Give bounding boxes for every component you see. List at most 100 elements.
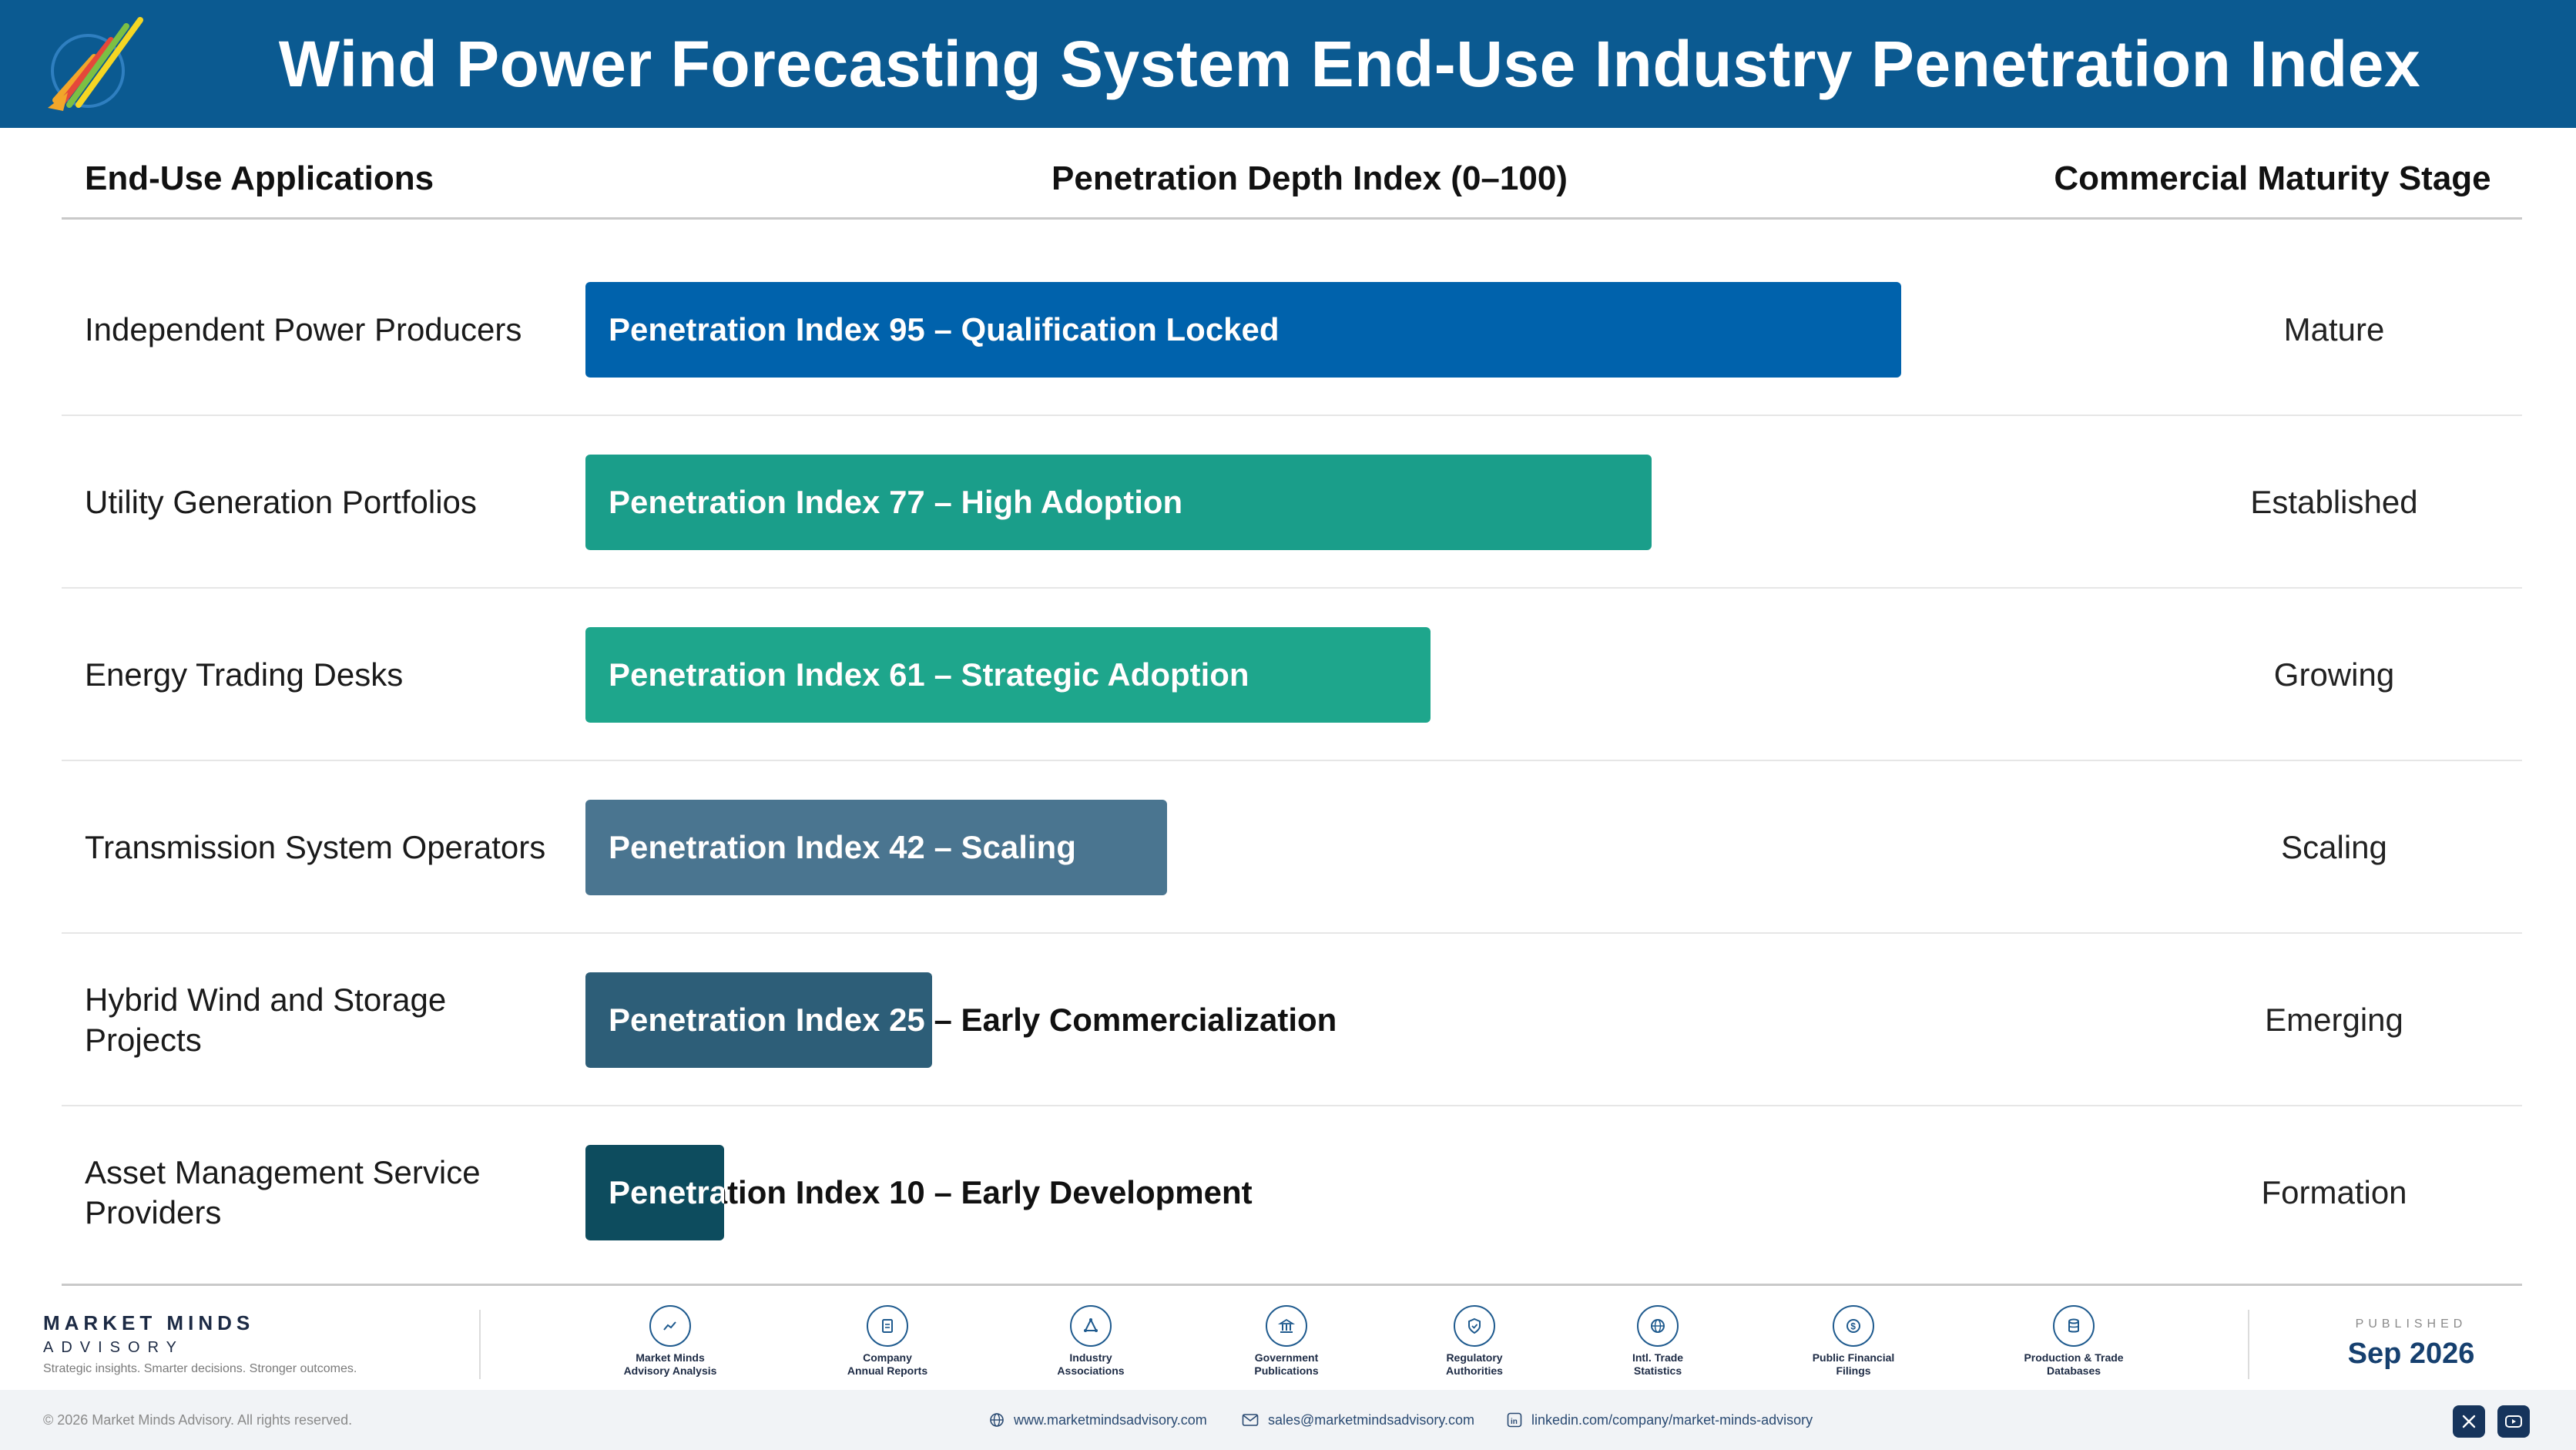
header-banner: Wind Power Forecasting System End-Use In… (0, 0, 2576, 128)
source-label-line1: Market Minds (636, 1351, 705, 1364)
category-label: Asset Management Service Providers (85, 1154, 481, 1230)
source-label: Production & Trade Databases (1997, 1351, 2151, 1378)
page-title: Wind Power Forecasting System End-Use In… (278, 28, 2421, 100)
source-label-line2: Advisory Analysis (623, 1364, 717, 1377)
row-divider (62, 760, 2522, 761)
chart-bottom-divider (62, 1284, 2522, 1286)
document-icon (867, 1305, 908, 1347)
header-divider (62, 217, 2522, 220)
mail-icon (1242, 1414, 1259, 1426)
company-logo-icon (48, 17, 143, 111)
category-label: Hybrid Wind and Storage Projects (85, 982, 447, 1058)
website-link[interactable]: www.marketmindsadvisory.com (989, 1390, 1207, 1450)
bar-data-label-inside: Penetration Index 61 – Strategic Adoptio… (609, 656, 1249, 693)
email-text: sales@marketmindsadvisory.com (1268, 1411, 1475, 1428)
bar-data-label-inside: Penetration Index 10 – Early Development (609, 1174, 724, 1210)
source-label-line1: Industry (1069, 1351, 1112, 1364)
coin-icon: $ (1833, 1305, 1874, 1347)
source-label-line2: Associations (1057, 1364, 1125, 1377)
source-label-line1: Company (863, 1351, 912, 1364)
source-label: Industry Associations (1014, 1351, 1168, 1378)
source-item: $ Public Financial Filings (1776, 1305, 1930, 1378)
svg-text:in: in (1511, 1418, 1518, 1426)
globe-icon (990, 1413, 1004, 1427)
chart-row: Transmission System Operators Penetration… (62, 761, 2522, 934)
source-label-line1: Government (1254, 1351, 1319, 1364)
chart-row: Asset Management Service Providers Penetr… (62, 1106, 2522, 1279)
bar-data-label: Penetration Index 77 – High Adoption (609, 484, 1183, 520)
source-item: Government Publications (1209, 1305, 1363, 1378)
chart-row: Independent Power Producers Penetration I… (62, 243, 2522, 416)
source-label-line1: Production & Trade (2024, 1351, 2124, 1364)
source-label: Regulatory Authorities (1397, 1351, 1551, 1378)
row-divider (62, 932, 2522, 934)
youtube-social-button[interactable] (2497, 1405, 2530, 1438)
maturity-stage: Established (2250, 484, 2418, 520)
row-divider (62, 415, 2522, 416)
source-label: Public Financial Filings (1776, 1351, 1930, 1378)
source-label-line2: Databases (2046, 1364, 2101, 1377)
youtube-icon (2505, 1415, 2522, 1428)
source-label-line2: Publications (1254, 1364, 1319, 1377)
footer-top: MARKET MINDS ADVISORY Strategic insights… (0, 1294, 2576, 1390)
bar (585, 282, 1902, 378)
source-label-line2: Filings (1836, 1364, 1871, 1377)
published-date: Sep 2026 (2347, 1338, 2475, 1370)
category-label: Utility Generation Portfolios (85, 484, 477, 520)
chart-line-icon (649, 1305, 691, 1347)
brand-tagline: Strategic insights. Smarter decisions. S… (43, 1362, 357, 1375)
footer-contact-bar: © 2026 Market Minds Advisory. All rights… (0, 1390, 2576, 1450)
source-label-line1: Regulatory (1446, 1351, 1503, 1364)
bar-data-label: Penetration Index 61 – Strategic Adoptio… (609, 656, 1249, 693)
brand-name: MARKET MINDS (43, 1311, 255, 1334)
row-divider (62, 1105, 2522, 1106)
category-label: Transmission System Operators (85, 829, 546, 865)
x-social-button[interactable] (2453, 1405, 2485, 1438)
bar (585, 1145, 724, 1240)
copyright-text: © 2026 Market Minds Advisory. All rights… (43, 1412, 353, 1428)
maturity-stage: Scaling (2281, 829, 2387, 865)
bar-data-label-inside: Penetration Index 42 – Scaling (609, 829, 1076, 865)
chart-row: Energy Trading Desks Penetration Index 61… (62, 589, 2522, 761)
source-item: Industry Associations (1014, 1305, 1168, 1378)
website-text: www.marketmindsadvisory.com (1014, 1411, 1207, 1428)
bar (585, 627, 1431, 723)
source-item: Regulatory Authorities (1397, 1305, 1551, 1378)
network-icon (1070, 1305, 1112, 1347)
building-icon (1266, 1305, 1307, 1347)
maturity-stage: Growing (2273, 656, 2395, 693)
linkedin-link[interactable]: in linkedin.com/company/market-minds-adv… (1507, 1390, 1813, 1450)
source-label-line2: Annual Reports (847, 1364, 928, 1377)
published-label: PUBLISHED (2355, 1317, 2467, 1331)
source-item: Company Annual Reports (810, 1305, 964, 1378)
chart-row: Hybrid Wind and Storage Projects Penetrat… (62, 934, 2522, 1106)
footer: MARKET MINDS ADVISORY Strategic insights… (0, 1294, 2576, 1450)
source-label: Intl. Trade Statistics (1581, 1351, 1735, 1378)
column-header-applications: End-Use Applications (85, 159, 434, 197)
maturity-stage: Formation (2261, 1174, 2407, 1210)
svg-text:$: $ (1850, 1321, 1856, 1332)
bar-data-label-inside: Penetration Index 25 – Early Commerciali… (609, 1002, 932, 1038)
bar-data-label-inside: Penetration Index 77 – High Adoption (609, 484, 1183, 520)
source-item: Market Minds Advisory Analysis (593, 1305, 747, 1378)
bar-data-label: Penetration Index 42 – Scaling (609, 829, 1076, 865)
linkedin-text: linkedin.com/company/market-minds-adviso… (1531, 1411, 1813, 1428)
column-header-stage: Commercial Maturity Stage (2054, 159, 2491, 197)
source-label-line2: Statistics (1633, 1364, 1682, 1377)
email-link[interactable]: sales@marketmindsadvisory.com (1242, 1390, 1474, 1450)
footer-divider (2248, 1310, 2249, 1379)
bar-data-label: Penetration Index 10 – Early Development (609, 1174, 1253, 1210)
source-label: Government Publications (1209, 1351, 1363, 1378)
bar-data-label: Penetration Index 95 – Qualification Loc… (609, 311, 1280, 347)
shield-icon (1454, 1305, 1495, 1347)
source-label-line1: Intl. Trade (1632, 1351, 1684, 1364)
chart-row: Utility Generation Portfolios Penetration… (62, 416, 2522, 589)
bar (585, 972, 932, 1068)
source-item: Intl. Trade Statistics (1581, 1305, 1735, 1378)
bar (585, 455, 1652, 550)
database-icon (2053, 1305, 2095, 1347)
row-divider (62, 587, 2522, 589)
source-label: Company Annual Reports (810, 1351, 964, 1378)
category-label: Energy Trading Desks (85, 656, 404, 693)
linkedin-icon: in (1507, 1412, 1522, 1428)
